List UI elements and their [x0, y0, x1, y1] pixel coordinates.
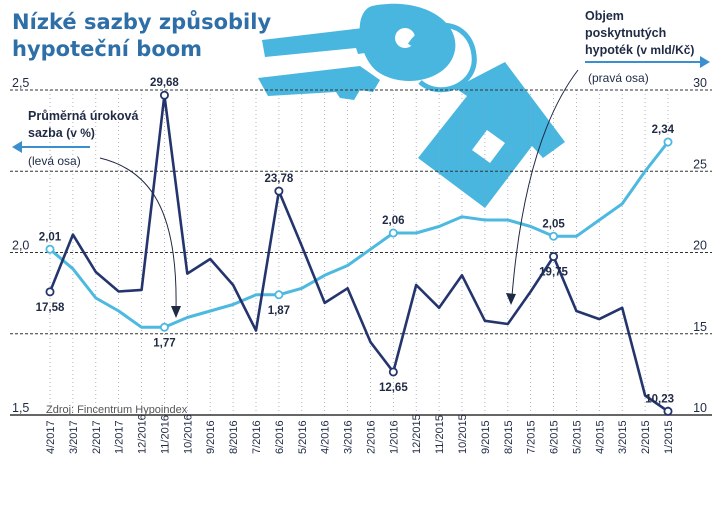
- source-note: Zdroj: Fincentrum Hypoindex: [46, 404, 188, 416]
- rate-data-label: 2,34: [652, 124, 675, 136]
- left-legend-unit: (v %): [66, 126, 95, 140]
- x-axis-category-label: 7/2016: [251, 420, 263, 454]
- volume-data-point: [274, 186, 284, 196]
- rate-data-label: 2,06: [382, 215, 404, 227]
- right-axis-tick-label: 15: [693, 320, 707, 334]
- volume-data-label: 17,58: [36, 302, 65, 314]
- key-blade-icon: [262, 26, 384, 57]
- right-axis-tick-label: 30: [693, 76, 707, 90]
- x-axis-category-label: 12/2016: [137, 414, 149, 454]
- volume-data-label: 12,65: [379, 382, 408, 394]
- rate-data-point: [45, 244, 55, 254]
- left-arrow-head-icon: [12, 141, 22, 153]
- right-legend-label-line3: hypoték (v mld/Kč): [585, 43, 694, 57]
- left-pointer-curve: [99, 157, 177, 311]
- volume-data-point: [388, 367, 398, 377]
- x-axis-category-label: 8/2015: [503, 420, 515, 454]
- rate-data-point: [159, 322, 169, 332]
- rate-data-point: [549, 231, 559, 241]
- right-axis-tick-label: 20: [693, 239, 707, 253]
- x-axis-category-label: 2/2016: [365, 420, 377, 454]
- left-legend-label-line1: Průměrná úroková: [28, 109, 139, 123]
- x-axis-category-label: 9/2015: [480, 420, 492, 454]
- x-axis-category-label: 12/2015: [411, 414, 423, 454]
- right-legend-side-note: (pravá osa): [588, 71, 649, 85]
- x-axis-category-label: 9/2016: [205, 420, 217, 454]
- x-axis-category-label: 1/2017: [114, 420, 126, 454]
- key-bow-icon: [359, 3, 456, 81]
- x-axis-category-label: 2/2015: [640, 420, 652, 454]
- x-axis-category-label: 5/2015: [571, 420, 583, 454]
- x-axis-category-label: 3/2017: [68, 420, 80, 454]
- left-axis-tick-label: 2,0: [12, 239, 29, 253]
- volume-data-label: 10,23: [645, 393, 674, 405]
- chart-title-line1: Nízké sazby způsobily: [12, 10, 271, 34]
- right-axis-tick-label: 25: [693, 157, 707, 171]
- right-legend-label-line2: poskytnutých: [585, 26, 666, 40]
- x-axis-category-label: 4/2017: [45, 420, 57, 454]
- volume-data-point: [549, 252, 559, 262]
- volume-data-label: 29,68: [150, 77, 179, 89]
- volume-data-point: [159, 90, 169, 100]
- rate-series-line: [49, 141, 670, 329]
- x-axis-category-label: 10/2015: [457, 414, 469, 454]
- right-axis-tick-label: 10: [693, 401, 707, 415]
- x-axis-category-label: 1/2016: [388, 420, 400, 454]
- x-axis-category-label: 11/2016: [159, 415, 171, 454]
- keys-house-icon: [258, 3, 565, 208]
- right-pointer-head-icon: [506, 293, 516, 305]
- x-axis-category-label: 2/2017: [91, 420, 103, 454]
- left-pointer-head-icon: [171, 306, 181, 318]
- rate-data-label: 1,77: [153, 337, 175, 349]
- x-axis-category-label: 4/2015: [594, 420, 606, 454]
- left-legend-side-note: (levá osa): [28, 154, 81, 168]
- rate-data-label: 1,87: [268, 305, 290, 317]
- x-axis-category-label: 7/2015: [526, 420, 538, 454]
- volume-series-line: [48, 93, 669, 413]
- x-axis-category-label: 3/2015: [617, 420, 629, 454]
- x-axis-category-label: 10/2016: [182, 414, 194, 454]
- rate-data-label: 2,05: [542, 218, 565, 230]
- chart-title-line2: hypoteční boom: [12, 37, 202, 61]
- rate-data-point: [274, 290, 284, 300]
- volume-data-label: 19,75: [539, 267, 568, 279]
- volume-data-label: 23,78: [264, 173, 293, 185]
- house-icon: [418, 62, 565, 208]
- x-axis-category-label: 3/2016: [343, 420, 355, 454]
- x-axis-category-label: 5/2016: [297, 420, 309, 454]
- x-axis-category-label: 4/2016: [320, 420, 332, 454]
- rate-data-label: 2,01: [39, 231, 62, 243]
- left-axis-tick-label: 2,5: [12, 76, 29, 90]
- key-blade2-icon: [258, 66, 380, 100]
- x-axis-category-label: 8/2016: [228, 420, 240, 454]
- rate-data-point: [663, 137, 673, 147]
- right-pointer-curve: [511, 69, 579, 297]
- x-axis-category-label: 6/2016: [274, 420, 286, 454]
- x-axis-category-label: 1/2015: [663, 420, 675, 454]
- right-legend-label-line1: Objem: [585, 9, 624, 23]
- x-axis-category-label: 6/2015: [549, 420, 561, 454]
- volume-data-point: [663, 406, 673, 416]
- x-axis-category-label: 11/2015: [434, 415, 446, 454]
- volume-data-point: [45, 287, 55, 297]
- left-axis-tick-label: 1,5: [12, 401, 29, 415]
- rate-data-point: [388, 228, 398, 238]
- left-legend-label-line2: sazba (v %): [28, 126, 95, 140]
- right-arrow-head-icon: [700, 56, 710, 68]
- right-legend-unit: (v mld/Kč): [636, 43, 694, 57]
